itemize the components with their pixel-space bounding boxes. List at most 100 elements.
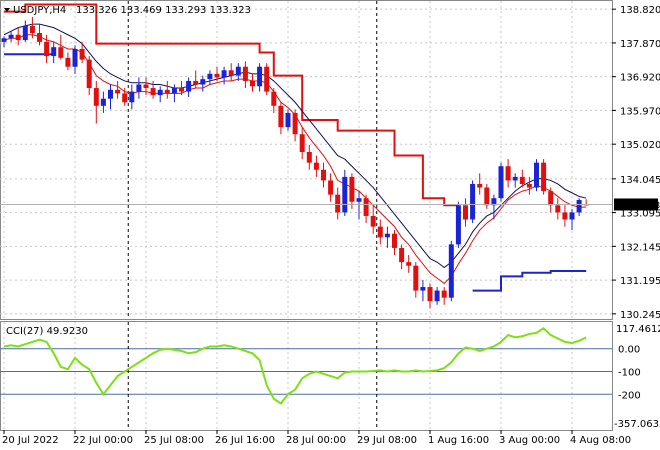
candle[interactable] xyxy=(363,194,369,224)
candle[interactable] xyxy=(193,70,199,89)
candle[interactable] xyxy=(356,191,362,220)
candles[interactable] xyxy=(1,16,589,309)
candle[interactable] xyxy=(349,173,355,209)
candle[interactable] xyxy=(285,109,291,131)
candle[interactable] xyxy=(384,226,390,248)
candle[interactable] xyxy=(413,262,419,298)
candle[interactable] xyxy=(534,159,539,192)
candle[interactable] xyxy=(136,77,142,99)
candle[interactable] xyxy=(150,80,156,99)
candle[interactable] xyxy=(171,84,177,103)
candle[interactable] xyxy=(498,162,504,202)
candle-body xyxy=(164,89,170,94)
candle[interactable] xyxy=(257,63,263,92)
candle-body xyxy=(328,180,334,195)
candle[interactable] xyxy=(8,31,14,42)
candle-body xyxy=(200,79,206,85)
candle[interactable] xyxy=(342,169,348,216)
price-tick-label: 130.245 xyxy=(620,310,660,321)
candle[interactable] xyxy=(455,201,461,248)
candle[interactable] xyxy=(200,75,206,92)
candle[interactable] xyxy=(72,45,78,74)
candle[interactable] xyxy=(427,283,433,309)
candle[interactable] xyxy=(143,77,149,96)
candle[interactable] xyxy=(299,127,305,160)
candle[interactable] xyxy=(235,63,241,81)
candle[interactable] xyxy=(228,63,234,81)
candle[interactable] xyxy=(491,194,497,220)
stop-line xyxy=(4,3,459,207)
price-tick-label: 138.820 xyxy=(620,5,660,16)
candle-body xyxy=(548,191,554,206)
candle[interactable] xyxy=(278,102,284,135)
candle[interactable] xyxy=(555,198,561,220)
candle[interactable] xyxy=(22,20,28,42)
candle[interactable] xyxy=(526,176,532,195)
candle[interactable] xyxy=(51,41,57,64)
candle[interactable] xyxy=(484,183,490,209)
candle[interactable] xyxy=(470,180,476,224)
candle[interactable] xyxy=(399,244,405,270)
candle[interactable] xyxy=(15,27,21,46)
candle[interactable] xyxy=(79,41,85,64)
candle[interactable] xyxy=(377,219,383,245)
candle[interactable] xyxy=(108,84,113,110)
candle[interactable] xyxy=(129,84,135,110)
candle[interactable] xyxy=(313,155,319,177)
candle[interactable] xyxy=(505,159,511,188)
candle[interactable] xyxy=(115,80,121,99)
candle[interactable] xyxy=(221,66,227,85)
candle[interactable] xyxy=(420,279,426,302)
candle[interactable] xyxy=(214,66,220,81)
candle[interactable] xyxy=(321,162,326,188)
candle[interactable] xyxy=(65,52,71,71)
candle-body xyxy=(463,205,468,220)
candle[interactable] xyxy=(37,24,42,46)
price-tick-label: 135.020 xyxy=(620,140,660,151)
candle[interactable] xyxy=(29,16,35,39)
candle[interactable] xyxy=(179,80,184,96)
candle[interactable] xyxy=(335,187,341,220)
candle-body xyxy=(72,48,78,67)
candle[interactable] xyxy=(569,208,575,231)
candle[interactable] xyxy=(86,56,92,96)
candle[interactable] xyxy=(242,61,248,89)
candle[interactable] xyxy=(264,63,270,96)
candle[interactable] xyxy=(519,169,525,188)
candle[interactable] xyxy=(370,205,376,234)
candle[interactable] xyxy=(512,173,518,188)
candle[interactable] xyxy=(250,73,255,92)
candle[interactable] xyxy=(157,86,163,103)
price-tick-label: 136.920 xyxy=(620,73,660,84)
candle[interactable] xyxy=(434,287,440,305)
candle[interactable] xyxy=(392,230,397,256)
candle[interactable] xyxy=(576,198,582,216)
candle[interactable] xyxy=(271,88,277,113)
candle[interactable] xyxy=(328,173,334,202)
candle-body xyxy=(150,88,156,96)
candle[interactable] xyxy=(441,287,447,305)
candle[interactable] xyxy=(477,173,483,195)
candle[interactable] xyxy=(562,205,568,227)
time-tick-label: 29 Jul 08:00 xyxy=(357,435,417,446)
candle[interactable] xyxy=(44,34,50,64)
candle[interactable] xyxy=(1,36,7,48)
candle[interactable] xyxy=(292,109,298,142)
candle[interactable] xyxy=(541,159,547,195)
symbol-dropdown-icon[interactable] xyxy=(4,8,10,12)
candle[interactable] xyxy=(164,80,170,99)
candle[interactable] xyxy=(58,34,64,60)
candle[interactable] xyxy=(306,144,312,170)
candle[interactable] xyxy=(93,80,99,124)
candle[interactable] xyxy=(122,88,128,106)
candle[interactable] xyxy=(100,91,106,113)
candle[interactable] xyxy=(463,198,468,227)
candle-body xyxy=(136,84,142,92)
candle[interactable] xyxy=(207,70,213,85)
candle[interactable] xyxy=(186,77,192,97)
candle[interactable] xyxy=(448,240,454,302)
candle-body xyxy=(143,84,149,89)
candle[interactable] xyxy=(406,255,412,273)
candle[interactable] xyxy=(548,187,554,213)
